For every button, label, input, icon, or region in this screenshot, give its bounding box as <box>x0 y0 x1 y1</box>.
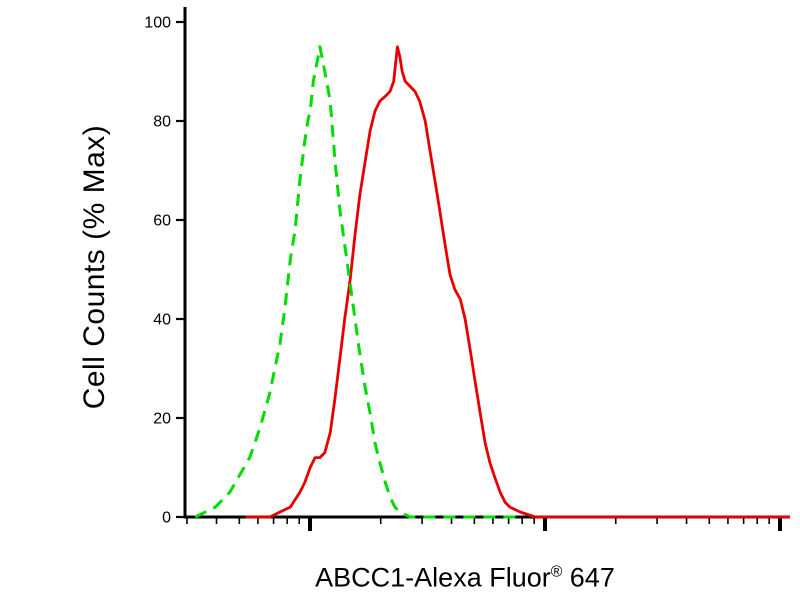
y-axis-title: Cell Counts (% Max) <box>78 124 111 410</box>
y-tick-label: 60 <box>153 213 171 230</box>
y-tick-label: 0 <box>162 510 171 527</box>
y-tick-label: 40 <box>153 312 171 329</box>
x-axis-title: ABCC1-Alexa Fluor® 647 <box>315 563 615 594</box>
series-curve <box>245 45 790 519</box>
y-tick-label: 20 <box>153 411 171 428</box>
x-axis-title-pre: ABCC1-Alexa Fluor <box>315 562 551 593</box>
y-tick-label: 80 <box>153 114 171 131</box>
x-axis-title-post: 647 <box>562 562 615 593</box>
registered-trademark-symbol: ® <box>550 563 563 581</box>
y-tick-label: 100 <box>144 15 171 32</box>
series-curve <box>194 45 518 519</box>
